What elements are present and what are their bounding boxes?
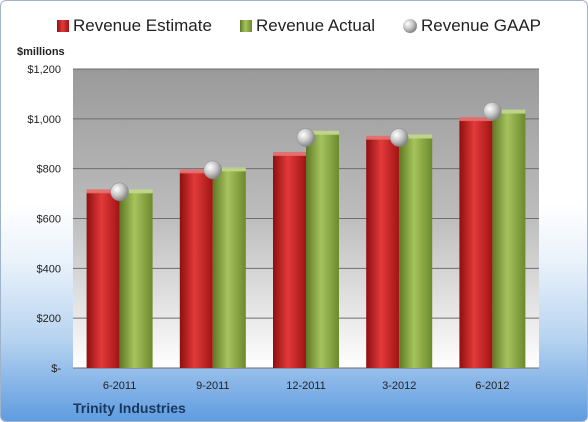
legend-swatch-gaap <box>403 19 417 33</box>
gaap-marker <box>203 160 223 180</box>
legend: Revenue Estimate Revenue Actual Revenue … <box>57 16 541 35</box>
legend-swatch-actual <box>240 20 252 32</box>
bar-estimate <box>273 154 306 368</box>
x-tick-label: 12-2011 <box>286 380 326 392</box>
bar-actual <box>119 192 153 368</box>
bar-actual <box>306 133 339 368</box>
legend-swatch-estimate <box>57 20 69 32</box>
company-name: Trinity Industries <box>73 400 186 416</box>
x-axis-ticks: 6-2011 9-2011 12-2011 3-2012 6-2012 <box>103 380 510 392</box>
y-tick-label: $1,200 <box>27 64 61 76</box>
y-axis-unit: $millions <box>17 46 65 58</box>
bar-actual <box>212 170 246 368</box>
legend-label-actual: Revenue Actual <box>256 16 375 35</box>
bar-actual-top <box>306 130 339 135</box>
y-tick-label: $800 <box>37 164 61 176</box>
y-tick-label: $400 <box>37 263 61 275</box>
bar-estimate-top <box>86 189 120 194</box>
x-tick-label: 6-2011 <box>103 380 136 392</box>
gaap-marker <box>110 182 129 202</box>
bar-estimate-top <box>179 169 213 174</box>
bar-actual-top <box>492 109 526 114</box>
bar-actual-top <box>119 189 153 194</box>
gaap-marker <box>296 128 316 147</box>
gaap-markers <box>110 102 502 202</box>
bar-actual-top <box>399 134 433 139</box>
bar-estimate-top <box>459 117 493 122</box>
gaap-marker <box>483 102 502 121</box>
bar-actual-top <box>212 167 246 172</box>
y-tick-label: $1,000 <box>27 114 61 126</box>
bar-estimate-top <box>273 151 306 156</box>
bar-estimate <box>179 172 213 368</box>
x-tick-label: 6-2012 <box>475 380 509 392</box>
bar-estimate <box>459 120 493 369</box>
bar-estimate <box>366 138 400 368</box>
x-tick-label: 3-2012 <box>382 380 416 392</box>
y-tick-label: $- <box>51 363 61 375</box>
gaap-marker <box>389 128 409 147</box>
bar-estimate <box>86 192 120 368</box>
legend-label-estimate: Revenue Estimate <box>73 16 212 35</box>
y-axis-ticks: $- $200 $400 $600 $800 $1,000 $1,200 <box>27 64 61 375</box>
y-tick-label: $200 <box>37 313 61 325</box>
legend-label-gaap: Revenue GAAP <box>421 16 541 35</box>
bar-estimate-top <box>366 135 400 140</box>
bar-actual <box>399 137 433 368</box>
bar-actual <box>492 112 526 369</box>
bars <box>86 109 526 369</box>
x-tick-label: 9-2011 <box>196 380 229 392</box>
y-tick-label: $600 <box>37 214 61 226</box>
